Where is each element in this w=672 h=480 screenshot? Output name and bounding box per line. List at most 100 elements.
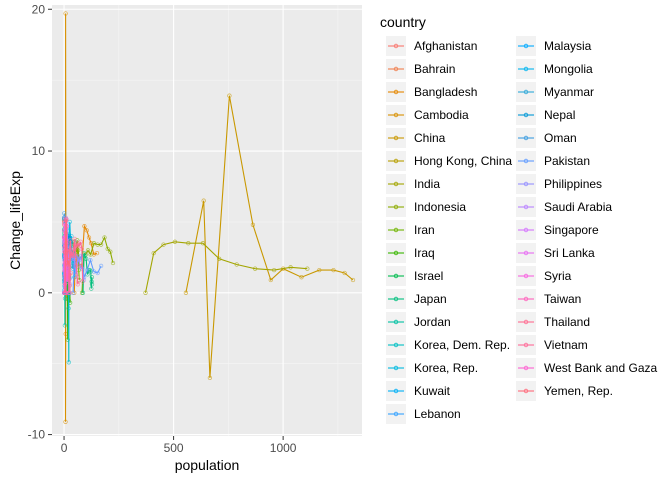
legend-label: Vietnam <box>544 338 588 352</box>
data-point <box>186 241 191 246</box>
data-point <box>183 290 189 295</box>
data-point <box>66 360 71 365</box>
legend-key <box>386 358 406 378</box>
x-tick-label: 0 <box>61 441 68 455</box>
legend-key-point <box>393 204 399 210</box>
legend-label: Bangladesh <box>414 85 477 99</box>
legend-label: Syria <box>544 269 572 283</box>
legend-label: Pakistan <box>544 154 590 168</box>
legend-key-point <box>523 250 529 256</box>
legend-key <box>386 174 406 194</box>
legend-key <box>386 289 406 309</box>
data-point <box>207 375 213 381</box>
data-point <box>76 279 81 284</box>
data-point <box>105 246 110 252</box>
legend-label: Iraq <box>414 246 435 260</box>
legend-label: Israel <box>414 269 443 283</box>
legend-label: Iran <box>414 223 435 237</box>
data-point <box>74 263 79 269</box>
legend-key-point <box>523 319 529 325</box>
legend-key-point <box>523 158 529 164</box>
legend-key-point <box>523 43 529 49</box>
series-layer <box>61 11 356 424</box>
legend-key-point <box>393 181 399 187</box>
legend-label: Mongolia <box>544 62 593 76</box>
legend-key-point <box>523 365 529 371</box>
legend-key <box>386 381 406 401</box>
legend-key <box>516 174 536 194</box>
legend-key-point <box>523 66 529 72</box>
legend-label: Japan <box>414 292 447 306</box>
data-point <box>75 275 80 280</box>
legend-key <box>386 105 406 125</box>
data-point <box>268 277 273 283</box>
legend-key <box>386 312 406 332</box>
legend-label: Taiwan <box>544 292 581 306</box>
legend-key-point <box>523 296 529 302</box>
series-china <box>183 93 356 381</box>
data-point <box>62 290 68 295</box>
series-india <box>143 239 310 295</box>
data-point <box>89 275 95 280</box>
data-point <box>91 241 97 246</box>
data-point <box>67 219 72 225</box>
data-point <box>84 267 90 273</box>
data-point <box>72 290 77 295</box>
legend-key <box>516 358 536 378</box>
data-point <box>200 241 206 246</box>
data-point <box>288 265 293 270</box>
legend-key-point <box>393 227 399 233</box>
data-point <box>75 282 80 287</box>
data-point <box>72 236 77 242</box>
legend-label: Myanmar <box>544 85 594 99</box>
data-point <box>89 286 94 291</box>
series-line <box>144 241 308 293</box>
data-point <box>64 248 70 253</box>
data-point <box>88 258 93 263</box>
data-point <box>342 270 347 276</box>
legend-key-point <box>393 112 399 118</box>
legend-key-point <box>393 273 399 279</box>
data-point <box>95 270 100 276</box>
data-point <box>252 266 258 271</box>
data-point <box>88 269 93 274</box>
legend-key <box>386 404 406 424</box>
data-point <box>68 238 73 243</box>
data-point <box>76 256 81 261</box>
legend-key <box>516 59 536 79</box>
legend-key <box>386 151 406 171</box>
legend-key-point <box>393 296 399 302</box>
legend-label: Sri Lanka <box>544 246 595 260</box>
data-point <box>65 262 71 267</box>
data-point <box>172 239 178 244</box>
data-point <box>63 243 68 249</box>
legend-label: China <box>414 131 446 145</box>
legend-label: Thailand <box>544 315 590 329</box>
legend-key-point <box>393 89 399 95</box>
data-point <box>88 241 94 246</box>
legend-key <box>386 197 406 217</box>
legend-label: Cambodia <box>414 108 469 122</box>
data-point <box>151 250 156 256</box>
legend-label: Singapore <box>544 223 599 237</box>
legend-label: Korea, Dem. Rep. <box>414 338 510 352</box>
legend-key <box>516 289 536 309</box>
y-tick-label: 10 <box>32 144 46 158</box>
legend-label: Kuwait <box>414 384 451 398</box>
legend-key <box>516 151 536 171</box>
data-point <box>350 277 356 283</box>
data-point <box>66 258 72 263</box>
data-point <box>66 306 71 311</box>
data-point <box>70 252 75 257</box>
legend-key-point <box>523 388 529 394</box>
y-tick-label: 0 <box>38 286 45 300</box>
data-point <box>299 275 304 280</box>
legend-key-point <box>393 250 399 256</box>
legend-key <box>386 36 406 56</box>
data-point <box>64 216 69 222</box>
legend-key-point <box>393 319 399 325</box>
data-point <box>271 267 277 273</box>
data-point <box>79 246 84 252</box>
x-tick-label: 500 <box>164 441 184 455</box>
